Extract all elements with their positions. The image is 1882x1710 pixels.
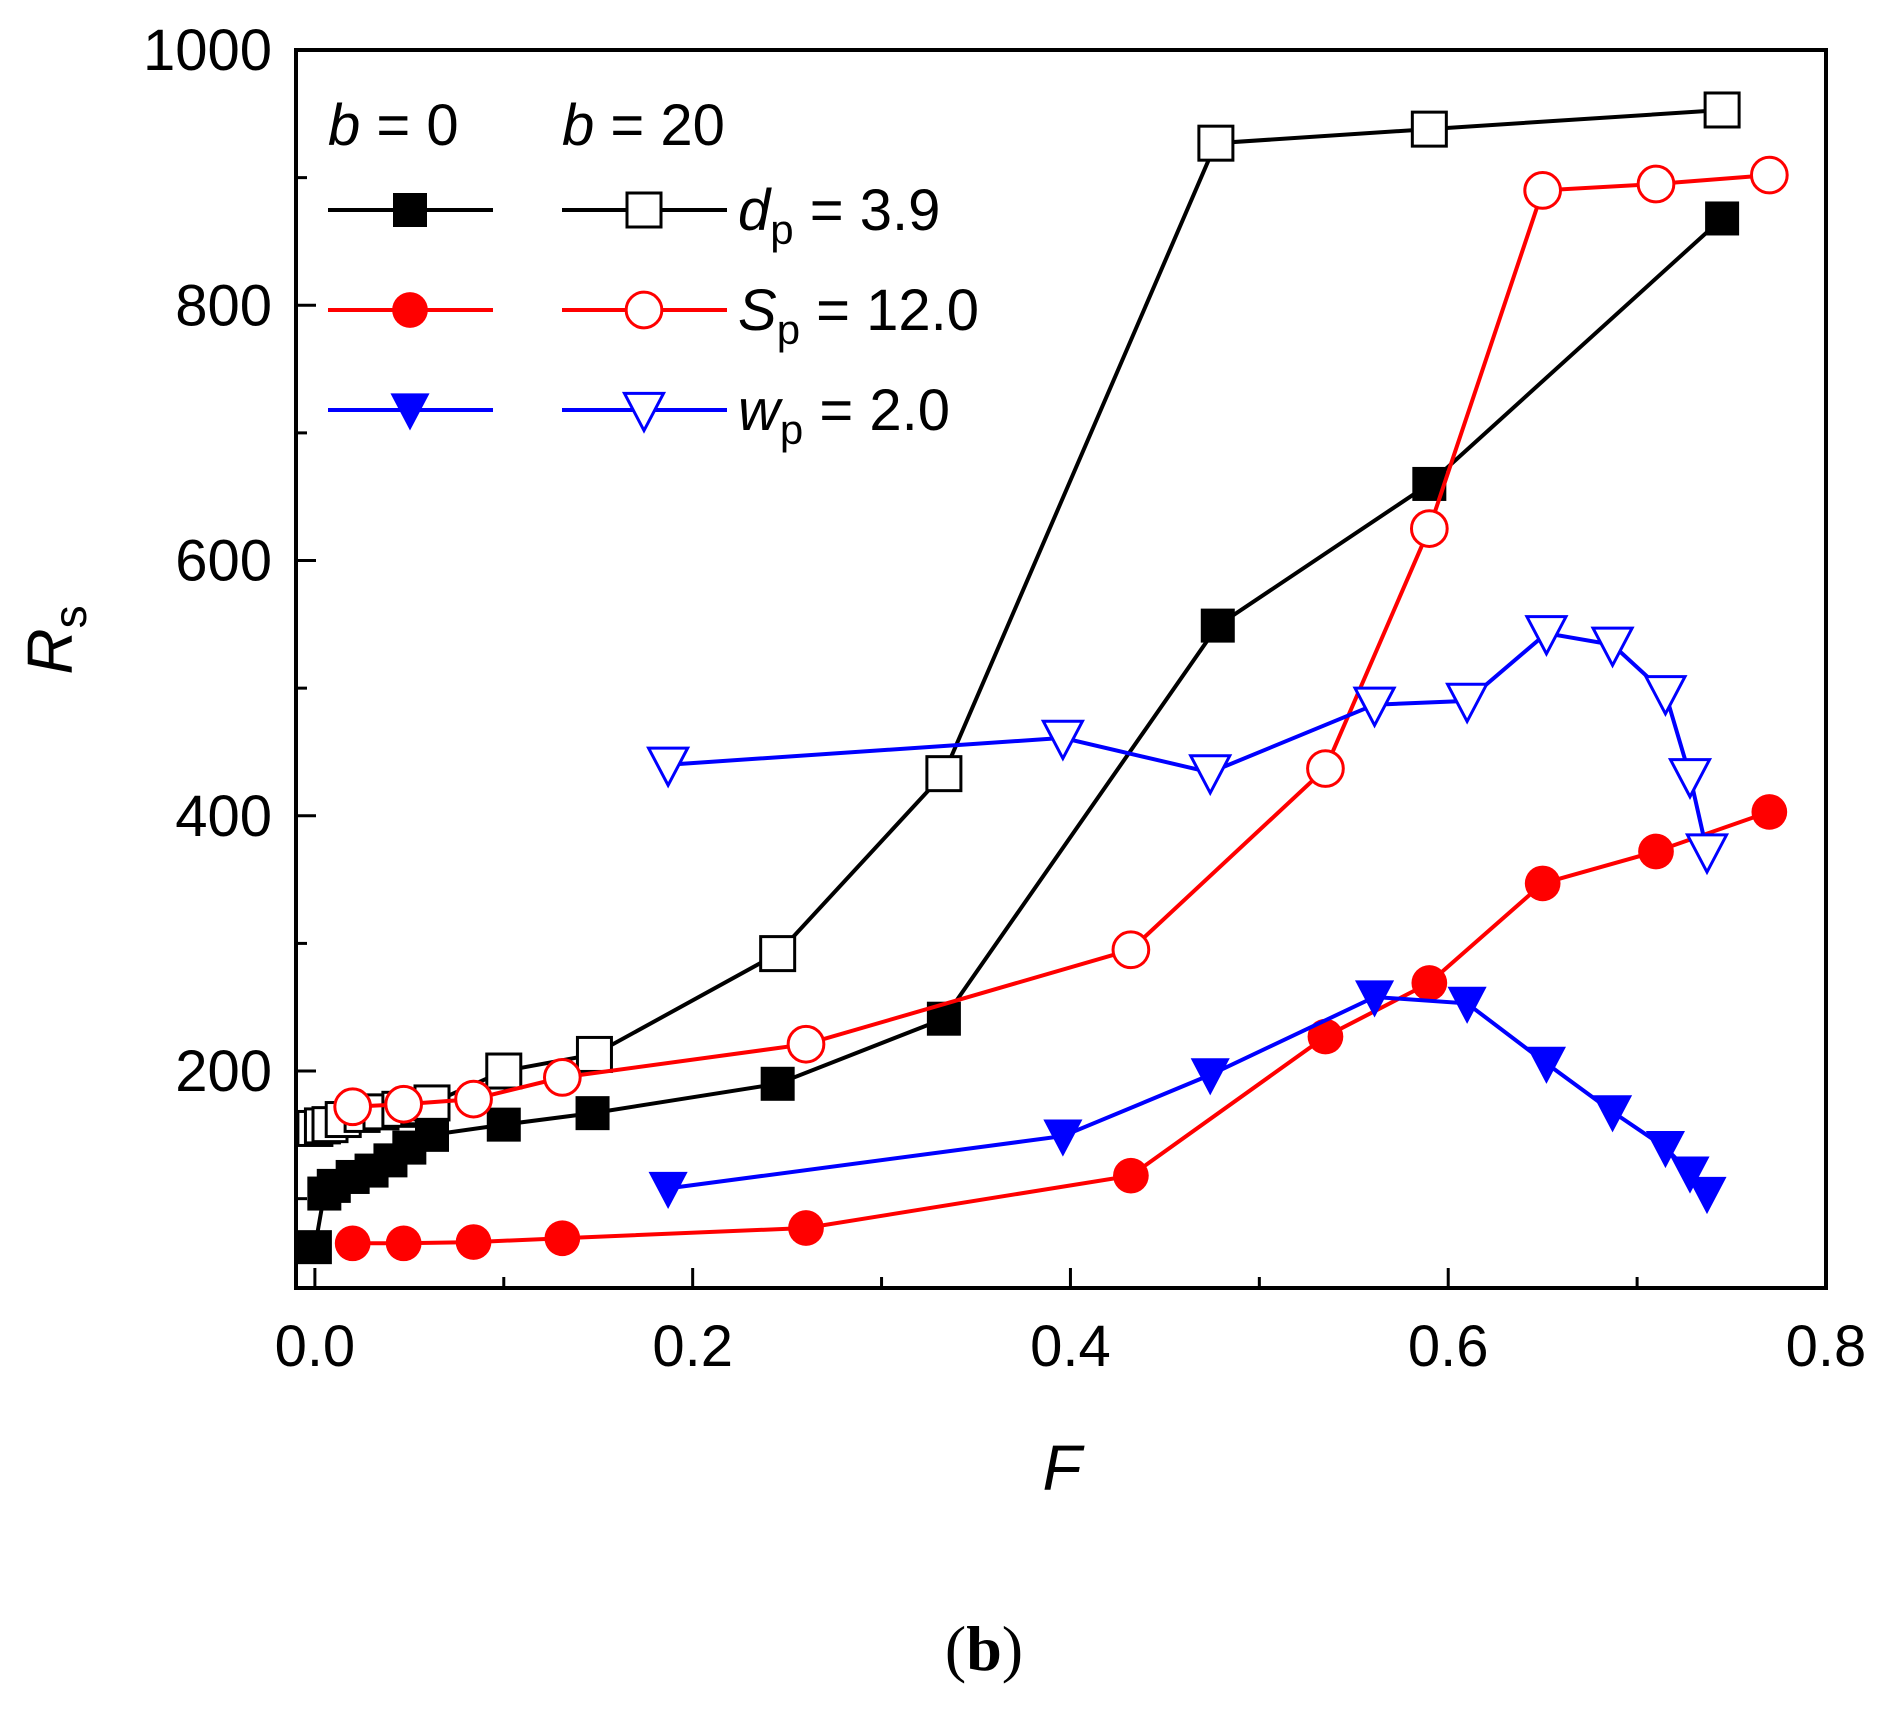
y-tick-label: 800 xyxy=(175,273,272,338)
series-sp-b20-point xyxy=(1111,930,1151,970)
legend-marker-wp-b0 xyxy=(390,393,430,431)
y-tick-label: 1000 xyxy=(143,18,272,83)
series-dp-b20-point xyxy=(925,755,963,793)
svg-text:Rs: Rs xyxy=(14,605,96,674)
series-sp-b20-point xyxy=(1306,749,1345,788)
y-tick-label: 400 xyxy=(175,784,272,849)
x-tick-label: 0.4 xyxy=(1030,1314,1111,1379)
series-sp-b0-point xyxy=(788,1210,824,1246)
legend-marker-dp-b20 xyxy=(625,191,663,229)
series-dp-b0-point xyxy=(1200,608,1235,643)
series-dp-b0 xyxy=(297,201,1740,1265)
x-axis-title: F xyxy=(1042,1432,1085,1504)
series-wp-b0-point xyxy=(1645,1130,1685,1169)
series-dp-b20-point xyxy=(575,1035,613,1073)
legend-label-wp: wp = 2.0 xyxy=(738,378,950,453)
y-axis-title: Rs xyxy=(14,605,96,674)
legend-label-sp: Sp = 12.0 xyxy=(738,278,979,353)
legend-marker-wp-b20 xyxy=(621,391,667,434)
y-axis-title-main: R xyxy=(14,628,86,674)
series-sp-b0-point xyxy=(1113,1157,1149,1194)
series-wp-b20-point xyxy=(1352,686,1397,729)
series-sp-b0-point xyxy=(385,1225,422,1262)
series-wp-b20-line xyxy=(667,631,1709,852)
series-dp-b0-point xyxy=(575,1096,610,1131)
series-sp-b20-point xyxy=(333,1087,373,1127)
legend-marker-dp-b0 xyxy=(393,193,427,227)
series-group xyxy=(296,91,1789,1265)
series-dp-b0-point xyxy=(297,1230,332,1265)
series-sp-b0-point xyxy=(1524,865,1561,902)
series-sp-b20-point xyxy=(454,1079,493,1119)
series-wp-b0-point xyxy=(1670,1156,1710,1194)
series-sp-b20-point xyxy=(1749,155,1789,195)
series-dp-b0-point xyxy=(415,1117,449,1152)
series-wp-b0-point xyxy=(648,1171,688,1209)
plot-frame xyxy=(294,48,1828,1290)
legend: b = 0 b = 20 dp = 3.9 Sp = 12.0 wp = 2.0 xyxy=(328,93,979,453)
series-wp-b0-point xyxy=(1526,1046,1566,1084)
series-dp-b20-point xyxy=(759,935,797,973)
series-sp-b0-point xyxy=(334,1225,371,1262)
series-wp-b20-point xyxy=(1445,682,1490,725)
legend-label-dp: dp = 3.9 xyxy=(738,178,940,253)
series-wp-b20 xyxy=(646,615,1730,876)
series-sp-b20-point xyxy=(1409,509,1449,548)
series-wp-b20-point xyxy=(1188,754,1233,797)
series-wp-b20-point xyxy=(1667,758,1713,800)
series-sp-b0-point xyxy=(1307,1018,1344,1055)
x-tick-label: 0.0 xyxy=(275,1314,356,1379)
series-wp-b0-point xyxy=(1593,1095,1633,1133)
series-wp-b0-line xyxy=(667,994,1709,1195)
series-dp-b20-point xyxy=(1703,91,1741,129)
series-sp-b20 xyxy=(333,155,1789,1127)
series-wp-b0-point xyxy=(1043,1119,1083,1157)
legend-marker-sp-b20 xyxy=(624,290,664,330)
axis-ticks: 0.0 0.2 0.4 0.6 0.8 200 400 600 800 1000 xyxy=(143,18,1866,1379)
series-wp-b20-point xyxy=(1524,615,1569,658)
series-sp-b20-point xyxy=(542,1058,582,1097)
series-wp-b0 xyxy=(648,980,1727,1215)
x-tick-label: 0.2 xyxy=(652,1314,733,1379)
legend-marker-sp-b0 xyxy=(392,292,428,328)
series-dp-b20-point xyxy=(1410,110,1448,148)
series-sp-b20-point xyxy=(1523,171,1563,210)
series-wp-b0-point xyxy=(1447,986,1487,1024)
series-dp-b0-point xyxy=(486,1107,521,1142)
series-dp-b0-point xyxy=(760,1066,795,1101)
series-wp-b0-point xyxy=(1190,1058,1230,1096)
y-tick-label: 600 xyxy=(175,529,272,594)
series-sp-b0-point xyxy=(1638,833,1674,870)
x-tick-label: 0.6 xyxy=(1408,1314,1489,1379)
series-sp-b0-point xyxy=(544,1220,581,1257)
series-sp-b0-point xyxy=(1751,794,1788,830)
series-dp-b20-line xyxy=(314,108,1723,1131)
series-sp-b20-point xyxy=(786,1024,826,1064)
series-dp-b0-point xyxy=(1705,201,1740,236)
series-wp-b20-point xyxy=(1643,675,1688,717)
y-axis-title-sub: s xyxy=(44,605,96,628)
series-sp-b20-point xyxy=(384,1084,424,1124)
x-tick-label: 0.8 xyxy=(1786,1314,1867,1379)
y-tick-label: 200 xyxy=(175,1039,272,1104)
series-sp-b0 xyxy=(334,794,1788,1262)
figure-caption: (b) xyxy=(945,1613,1023,1684)
series-sp-b20-point xyxy=(1636,164,1676,204)
series-wp-b20-point xyxy=(1684,833,1730,876)
legend-header-b20: b = 20 xyxy=(562,93,725,158)
series-dp-b20-point xyxy=(1197,124,1235,162)
series-wp-b20-point xyxy=(646,746,691,789)
series-wp-b0-point xyxy=(1687,1176,1727,1215)
series-wp-b20-point xyxy=(1040,719,1085,762)
legend-rows xyxy=(328,191,727,434)
series-wp-b20-point xyxy=(1590,626,1635,669)
series-sp-b0-point xyxy=(455,1224,492,1260)
series-wp-b0-point xyxy=(1355,980,1395,1018)
series-sp-b0-point xyxy=(1411,965,1448,1001)
series-sp-b20-line xyxy=(352,173,1770,1109)
series-dp-b20-point xyxy=(485,1052,523,1090)
series-dp-b0-line xyxy=(312,217,1724,1248)
legend-header-b0: b = 0 xyxy=(328,93,459,158)
